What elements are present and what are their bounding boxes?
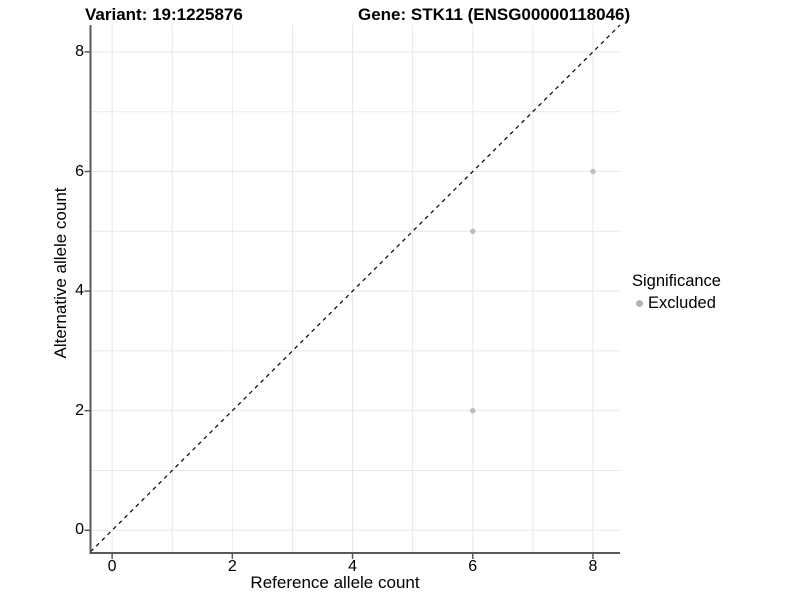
x-axis-title: Reference allele count — [250, 573, 420, 592]
y-tick-label: 2 — [75, 401, 84, 419]
gene-title: Gene: STK11 (ENSG00000118046) — [358, 5, 631, 24]
y-axis-title: Alternative allele count — [51, 187, 70, 359]
legend-entry-label: Excluded — [648, 294, 716, 312]
legend: Significance Excluded — [632, 272, 721, 313]
y-tick-label: 0 — [75, 521, 84, 539]
excluded-point-icon — [636, 300, 643, 307]
identity-dashed-line — [90, 24, 621, 553]
y-tick-label: 6 — [75, 162, 84, 180]
data-point-excluded — [590, 168, 596, 175]
x-tick-label: 2 — [227, 558, 237, 575]
y-tick-label: 8 — [75, 42, 84, 60]
x-tick-label: 8 — [588, 558, 598, 575]
data-point-excluded — [470, 407, 476, 414]
legend-title: Significance — [632, 272, 721, 290]
x-tick-label: 6 — [468, 558, 478, 575]
data-point-excluded — [470, 228, 476, 234]
x-tick-label: 4 — [348, 558, 357, 575]
x-tick-label: 0 — [107, 558, 117, 575]
y-tick-label: 4 — [75, 282, 84, 300]
variant-title: Variant: 19:1225876 — [85, 5, 243, 24]
legend-entry-excluded: Excluded — [632, 294, 721, 313]
